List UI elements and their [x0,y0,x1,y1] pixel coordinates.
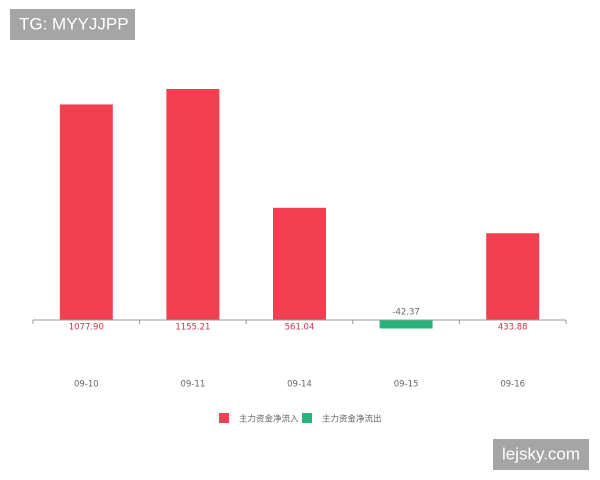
watermark: TG: MYYJJPP [19,14,129,33]
value-label: 433.88 [498,323,528,333]
bar [59,104,113,320]
legend-label: 主力资金净流入 [239,414,299,425]
value-label: 1155.21 [175,323,210,333]
x-tick-label: 09-16 [500,380,525,390]
x-tick-label: 09-14 [287,380,312,390]
legend-swatch [302,413,312,423]
bar [486,233,540,320]
legend-swatch [219,413,229,423]
watermark: lejsky.com [502,444,580,463]
x-tick-label: 09-11 [181,380,206,390]
bar [166,89,220,320]
x-tick-label: 09-15 [394,380,419,390]
watermark-box [493,439,589,470]
bar [379,320,433,329]
x-tick-label: 09-10 [74,380,99,390]
value-label: 1077.90 [69,323,104,333]
bar [273,207,326,320]
value-label: 561.04 [285,323,315,333]
watermark-box [10,9,135,40]
legend-label: 主力资金净流出 [322,414,382,425]
value-label: -42.37 [392,308,419,318]
